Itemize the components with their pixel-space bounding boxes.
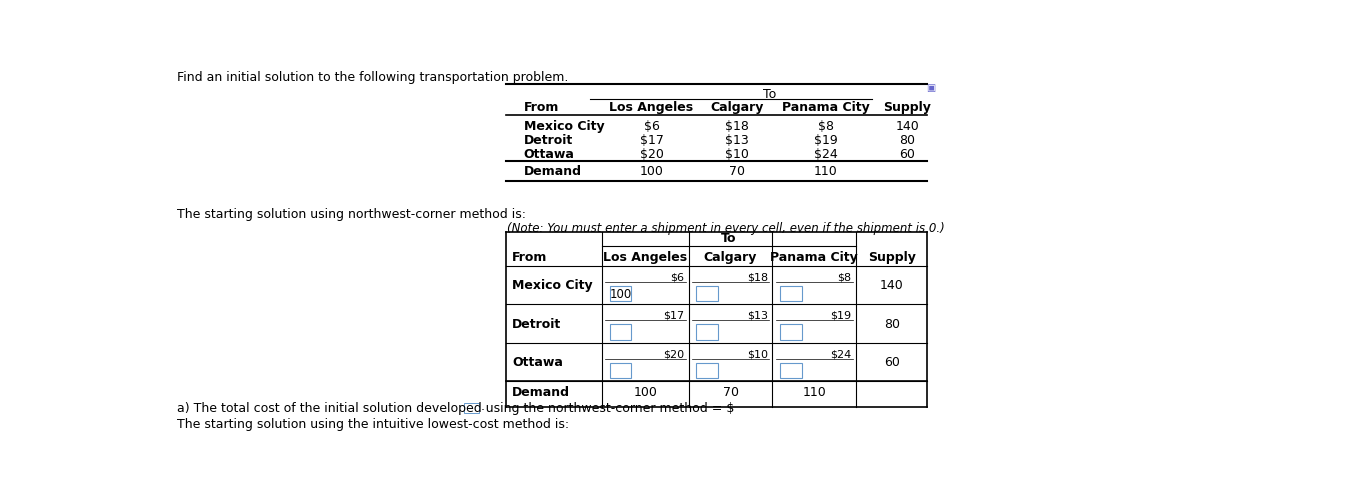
Text: Calgary: Calgary	[710, 101, 763, 114]
Text: $8: $8	[837, 272, 851, 282]
Text: 60: 60	[899, 147, 915, 160]
Text: 70: 70	[722, 386, 739, 399]
Text: $24: $24	[830, 349, 851, 359]
Text: $18: $18	[747, 272, 767, 282]
Text: $6: $6	[643, 120, 659, 133]
Text: $18: $18	[725, 120, 748, 133]
Text: 100: 100	[609, 287, 632, 300]
Bar	[780, 286, 802, 302]
Text: Mexico City: Mexico City	[524, 120, 605, 133]
Text: a) The total cost of the initial solution developed using the northwest-corner m: a) The total cost of the initial solutio…	[178, 401, 735, 414]
Text: .: .	[482, 399, 486, 412]
Text: 100: 100	[640, 164, 663, 177]
Text: 80: 80	[884, 317, 900, 330]
Text: Ottawa: Ottawa	[512, 356, 562, 369]
Text: 110: 110	[803, 386, 826, 399]
Text: Detroit: Detroit	[524, 134, 573, 146]
Text: 70: 70	[729, 164, 744, 177]
Text: Panama City: Panama City	[770, 250, 858, 264]
Text: $17: $17	[663, 310, 684, 320]
Text: $19: $19	[830, 310, 851, 320]
Text: Supply: Supply	[884, 101, 932, 114]
Text: Los Angeles: Los Angeles	[603, 250, 687, 264]
Text: (Note: You must enter a shipment in every cell, even if the shipment is 0.): (Note: You must enter a shipment in ever…	[508, 221, 945, 234]
Bar	[610, 325, 632, 340]
Text: Supply: Supply	[867, 250, 915, 264]
Text: $19: $19	[814, 134, 837, 146]
Bar	[610, 286, 632, 302]
Text: From: From	[524, 101, 560, 114]
Text: $6: $6	[670, 272, 684, 282]
Text: $10: $10	[747, 349, 767, 359]
Text: $24: $24	[814, 147, 837, 160]
Text: 100: 100	[633, 386, 657, 399]
Text: $10: $10	[725, 147, 748, 160]
Text: Detroit: Detroit	[512, 317, 561, 330]
Text: The starting solution using northwest-corner method is:: The starting solution using northwest-co…	[178, 208, 527, 220]
Text: Find an initial solution to the following transportation problem.: Find an initial solution to the followin…	[178, 71, 569, 84]
Text: 140: 140	[880, 279, 904, 292]
Text: Demand: Demand	[512, 386, 570, 399]
Text: $13: $13	[725, 134, 748, 146]
Text: 140: 140	[896, 120, 919, 133]
Bar	[780, 325, 802, 340]
Text: 110: 110	[814, 164, 837, 177]
Text: $8: $8	[818, 120, 834, 133]
Text: The starting solution using the intuitive lowest-cost method is:: The starting solution using the intuitiv…	[178, 417, 569, 430]
Text: $17: $17	[640, 134, 663, 146]
Text: Mexico City: Mexico City	[512, 279, 592, 292]
Bar	[780, 363, 802, 378]
Text: 80: 80	[899, 134, 915, 146]
Text: Demand: Demand	[524, 164, 581, 177]
Bar	[696, 325, 718, 340]
Text: ▣: ▣	[926, 83, 936, 93]
Text: From: From	[512, 250, 547, 264]
Text: $20: $20	[663, 349, 684, 359]
Text: To: To	[763, 88, 776, 100]
Text: $13: $13	[747, 310, 767, 320]
Bar	[696, 286, 718, 302]
Text: To: To	[721, 232, 737, 245]
Text: 60: 60	[884, 356, 900, 369]
Text: Panama City: Panama City	[782, 101, 870, 114]
Bar	[696, 363, 718, 378]
Text: Los Angeles: Los Angeles	[609, 101, 694, 114]
Text: Ottawa: Ottawa	[524, 147, 575, 160]
Bar	[464, 403, 479, 413]
Bar	[610, 363, 632, 378]
Text: $20: $20	[640, 147, 663, 160]
Text: Calgary: Calgary	[705, 250, 758, 264]
